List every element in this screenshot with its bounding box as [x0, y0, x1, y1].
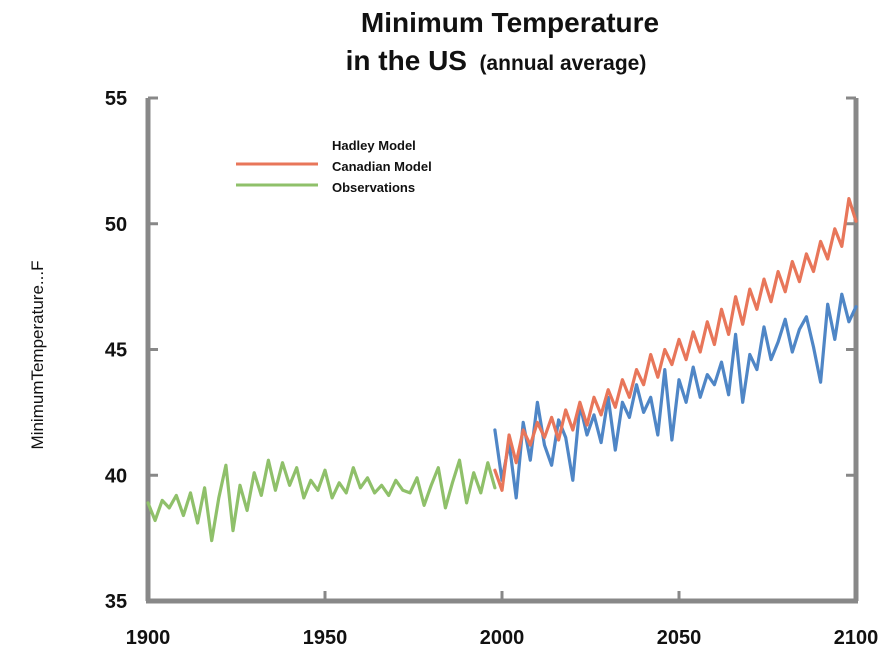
- y-tick-label: 45: [105, 340, 127, 362]
- legend-label-observations: Observations: [332, 180, 415, 195]
- y-axis-label: MinimumTemperature...F: [28, 261, 47, 450]
- title-line-2: in the US (annual average): [346, 45, 647, 76]
- legend-label-canadian-model: Canadian Model: [332, 159, 432, 174]
- legend: Hadley Model Canadian Model Observations: [236, 138, 432, 195]
- x-tick-label: 2050: [657, 627, 702, 649]
- chart-title: Minimum Temperature in the US (annual av…: [346, 7, 659, 76]
- series-line-hadley-model: [493, 197, 858, 492]
- axis-ticks: 35 40 45 50 55 1900 1950 2000 2050 2100: [105, 88, 878, 649]
- series-line-canadian-model: [493, 292, 858, 500]
- x-tick-label: 2000: [480, 627, 525, 649]
- title-line-2-sub: (annual average): [479, 52, 646, 75]
- title-line-1: Minimum Temperature: [361, 7, 659, 38]
- y-tick-label: 35: [105, 591, 127, 613]
- title-line-2-main: in the US: [346, 45, 467, 76]
- y-tick-label: 50: [105, 214, 127, 236]
- x-tick-label: 1900: [126, 627, 171, 649]
- legend-label-hadley-model: Hadley Model: [332, 138, 416, 153]
- x-tick-label: 1950: [303, 627, 348, 649]
- x-tick-label: 2100: [834, 627, 879, 649]
- series-line-observations: [146, 458, 497, 543]
- plot-frame: [145, 98, 859, 604]
- series-group: [146, 197, 858, 543]
- y-tick-label: 40: [105, 465, 127, 487]
- y-tick-label: 55: [105, 88, 127, 110]
